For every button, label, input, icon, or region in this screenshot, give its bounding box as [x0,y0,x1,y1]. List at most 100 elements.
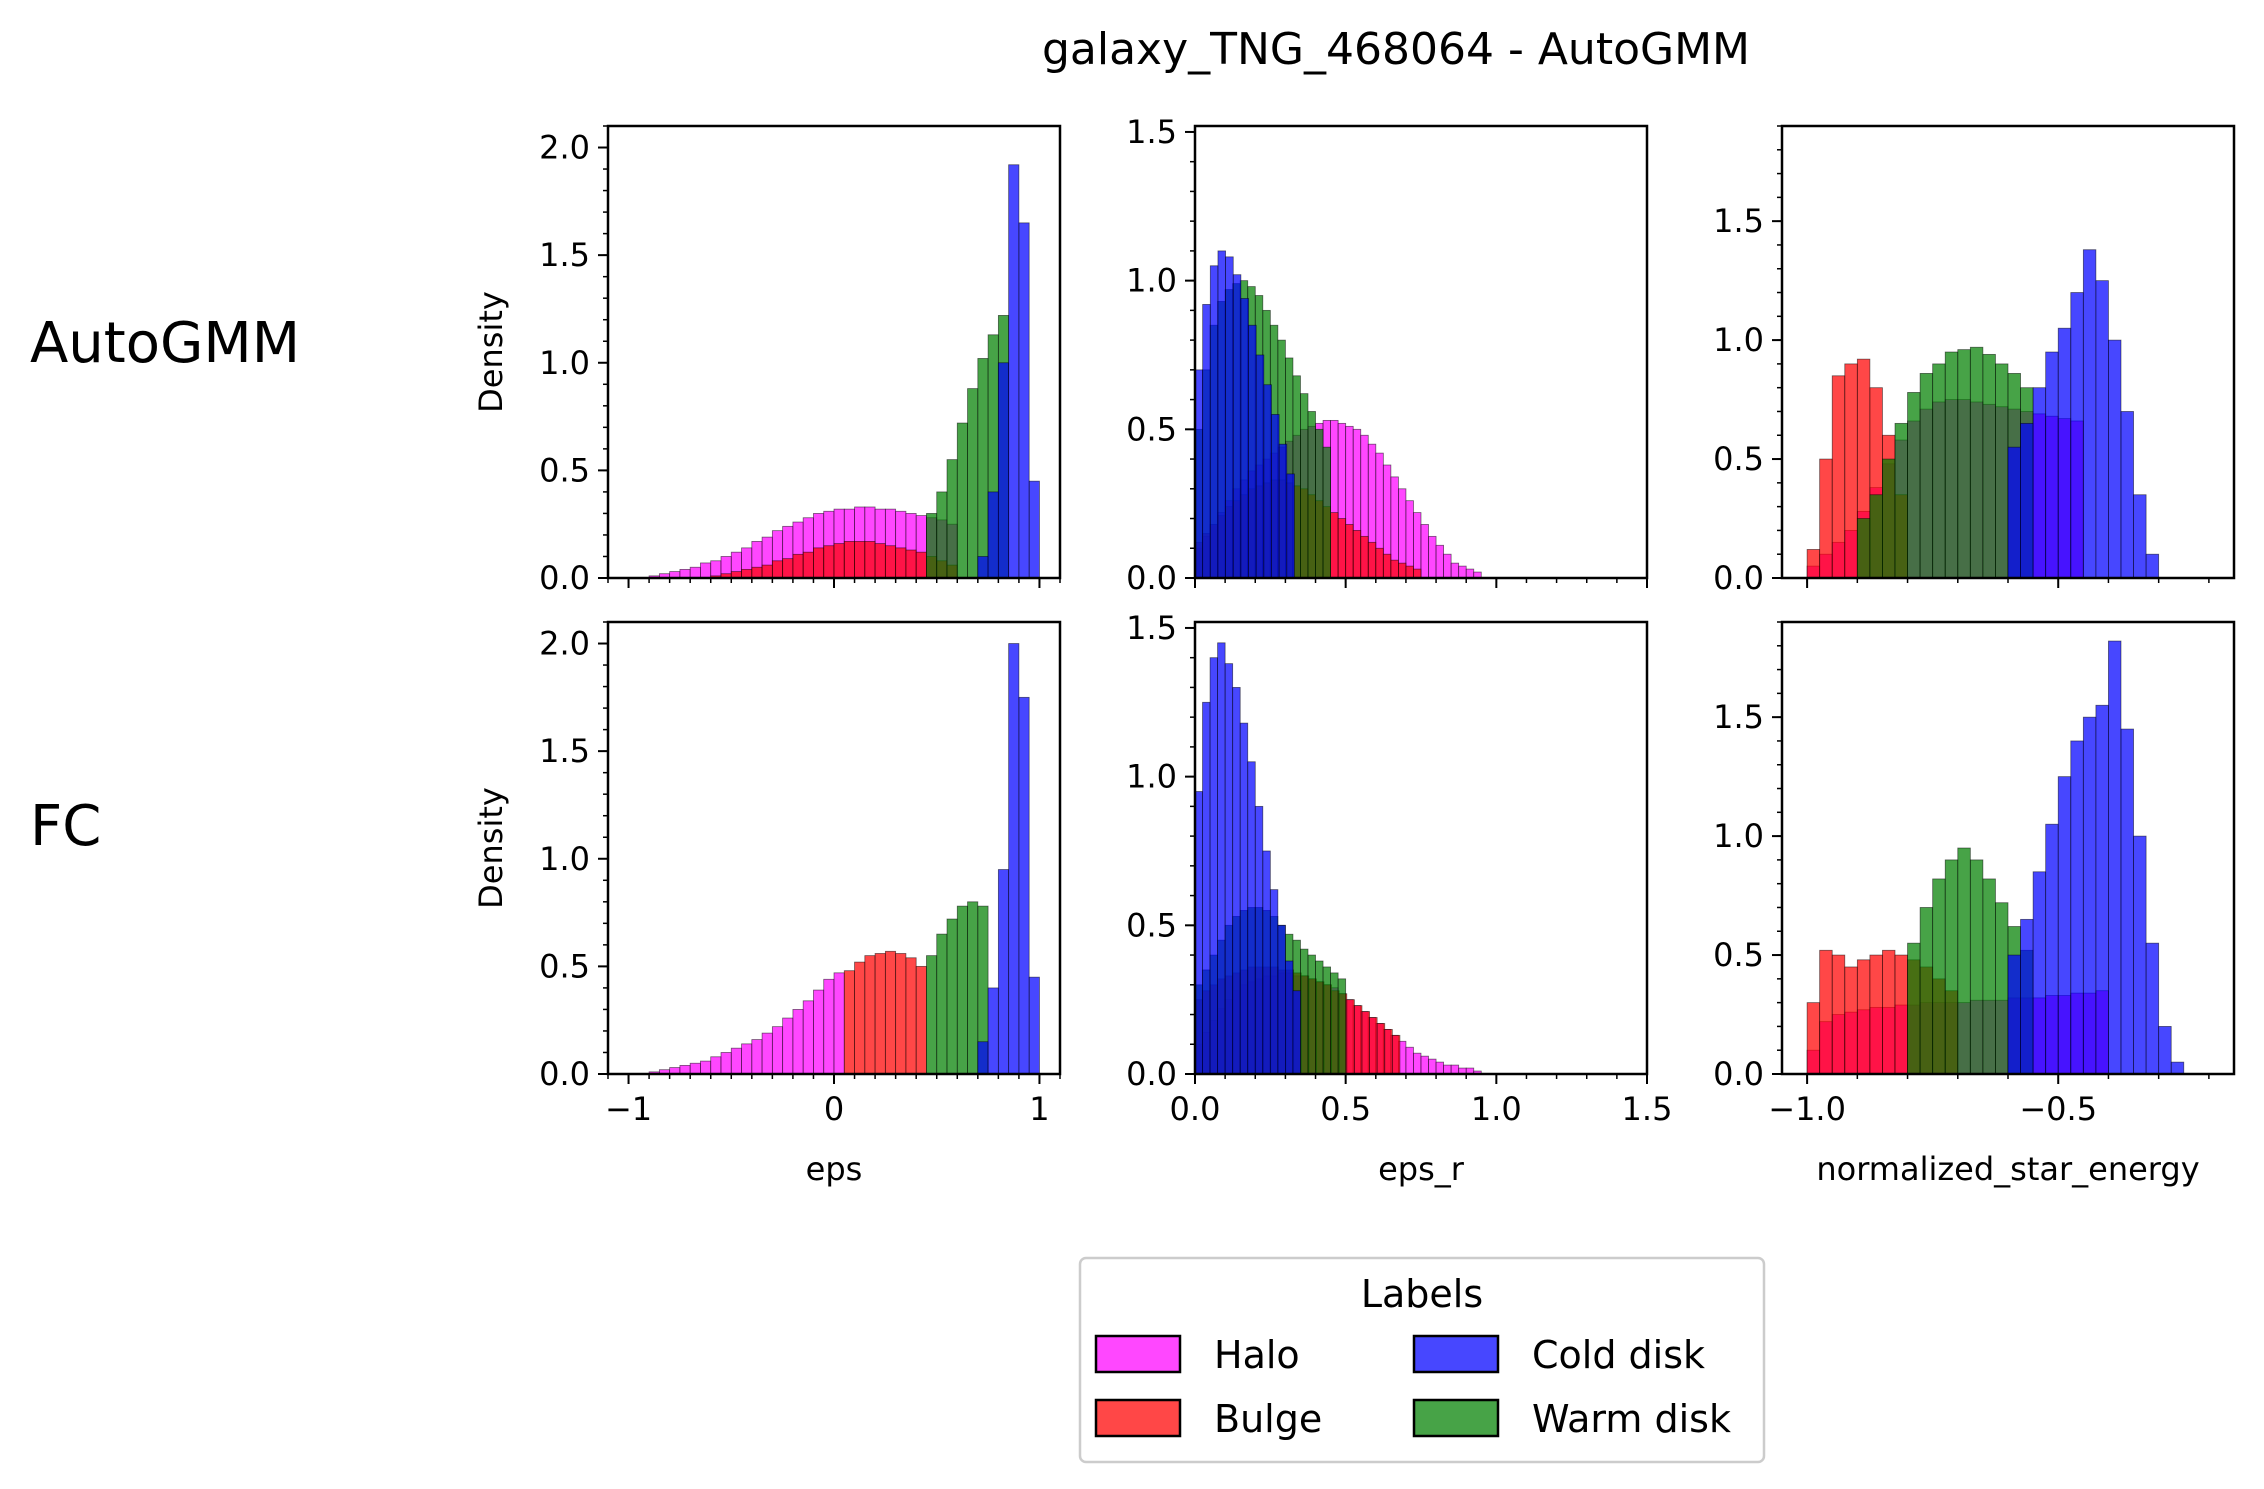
bar-cold-disk [1254,805,1264,1074]
bar-cold-disk [1292,990,1301,1074]
bar-halo [1458,565,1467,578]
bar-bulge [874,543,886,578]
y-tick-label: 0.0 [1126,1055,1177,1093]
bar-warm-disk [1957,847,1971,1074]
panel-r0-c0: 0.0 0.5 1.0 1.5 2.0 Density [472,124,1062,597]
bar-warm-disk [936,491,948,578]
bar-bulge [1806,549,1821,578]
y-tick-label: 1.5 [539,236,590,274]
bar-bulge [1413,568,1422,578]
bar-halo [823,978,835,1074]
bar-cold-disk [2082,716,2097,1074]
panel-r0-c2-bars [1806,249,2160,578]
bar-warm-disk [1995,902,2009,1074]
bar-cold-disk [1255,354,1265,578]
bar-warm-disk [1315,960,1324,1074]
x-tick-label: −1.0 [1768,1090,1846,1128]
bar-bulge [915,965,927,1074]
bar-cold-disk [2158,1026,2172,1074]
bar-halo [1443,553,1452,578]
bar-cold-disk [1202,304,1211,578]
legend-title: Labels [1361,1272,1483,1316]
x-tick-label: −0.5 [2019,1090,2097,1128]
bar-cold-disk [1018,696,1030,1074]
bar-bulge [1337,518,1347,578]
bar-warm-disk [1919,373,1934,578]
bar-cold-disk [1278,443,1288,578]
bar-halo [710,560,722,578]
bar-cold-disk [1232,274,1242,578]
bar-cold-disk [997,362,1010,578]
bar-warm-disk [1944,859,1959,1074]
bar-cold-disk [987,987,999,1074]
bar-bulge [1384,1028,1393,1074]
y-tick-label: 1.5 [1126,609,1177,647]
bar-bulge [1405,565,1414,578]
bar-bulge [1376,1023,1386,1074]
bar-warm-disk [1337,978,1347,1074]
bar-halo [679,568,691,578]
y-tick-label: 0.0 [1713,1055,1764,1093]
bar-bulge [792,553,804,578]
bar-warm-disk [1307,411,1316,578]
y-axis-label: Density [472,291,510,413]
bar-bulge [1367,541,1377,578]
bar-cold-disk [1263,384,1272,578]
bar-warm-disk [1919,907,1934,1074]
bar-bulge [854,541,866,578]
bar-halo [1465,568,1475,578]
legend-swatch-cold-disk [1412,1334,1500,1374]
bar-bulge [1375,547,1384,578]
bar-halo [1473,1070,1482,1074]
bar-bulge [864,541,876,578]
bar-cold-disk [1277,924,1286,1074]
bar-bulge [915,551,927,578]
bar-warm-disk [967,901,979,1074]
bar-cold-disk [1217,642,1226,1074]
bar-cold-disk [977,1041,989,1074]
bar-cold-disk [2007,954,2021,1074]
bar-halo [813,989,825,1074]
bar-cold-disk [1217,250,1226,578]
bar-warm-disk [1307,954,1316,1074]
bar-cold-disk [1240,298,1249,578]
bar-cold-disk [1028,480,1040,578]
bar-cold-disk [997,869,1010,1074]
legend-label-bulge: Bulge [1214,1397,1322,1441]
bar-cold-disk [1008,643,1020,1074]
figure-title: galaxy_TNG_468064 - AutoGMM [1042,24,1750,75]
y-tick-label: 0.5 [1126,410,1177,448]
bar-warm-disk [1932,363,1946,578]
bar-cold-disk [1008,164,1020,578]
y-tick-label: 0.5 [539,451,590,489]
bar-warm-disk [1932,878,1946,1074]
bar-cold-disk [2170,1061,2185,1074]
bar-halo [751,1039,763,1074]
bar-warm-disk [1907,942,1921,1074]
legend-swatch-bulge [1094,1398,1182,1438]
bar-bulge [761,564,773,578]
y-tick-label: 1.5 [1713,698,1764,736]
bar-cold-disk [2145,942,2160,1074]
bar-halo [1428,535,1437,578]
x-axis-label: normalized_star_energy [1816,1150,2199,1188]
legend-swatch-halo [1094,1334,1182,1374]
bar-cold-disk [2095,704,2109,1074]
y-tick-label: 0.0 [1126,559,1177,597]
bar-warm-disk [1300,393,1309,578]
bar-halo [700,562,712,578]
y-tick-label: 1.5 [539,732,590,770]
bar-cold-disk [1202,701,1211,1074]
bar-bulge [1856,959,1871,1074]
bar-cold-disk [1209,265,1219,578]
x-tick-label: 1.0 [1471,1090,1522,1128]
bar-cold-disk [2020,918,2034,1074]
y-tick-label: 0.5 [1126,906,1177,944]
bar-warm-disk [1969,859,1984,1074]
bar-cold-disk [1239,722,1249,1074]
bar-warm-disk [1982,878,1996,1074]
x-axis-label: eps [806,1150,863,1188]
bar-halo [782,1017,794,1074]
bar-cold-disk [987,491,999,578]
bar-cold-disk [1262,850,1271,1074]
